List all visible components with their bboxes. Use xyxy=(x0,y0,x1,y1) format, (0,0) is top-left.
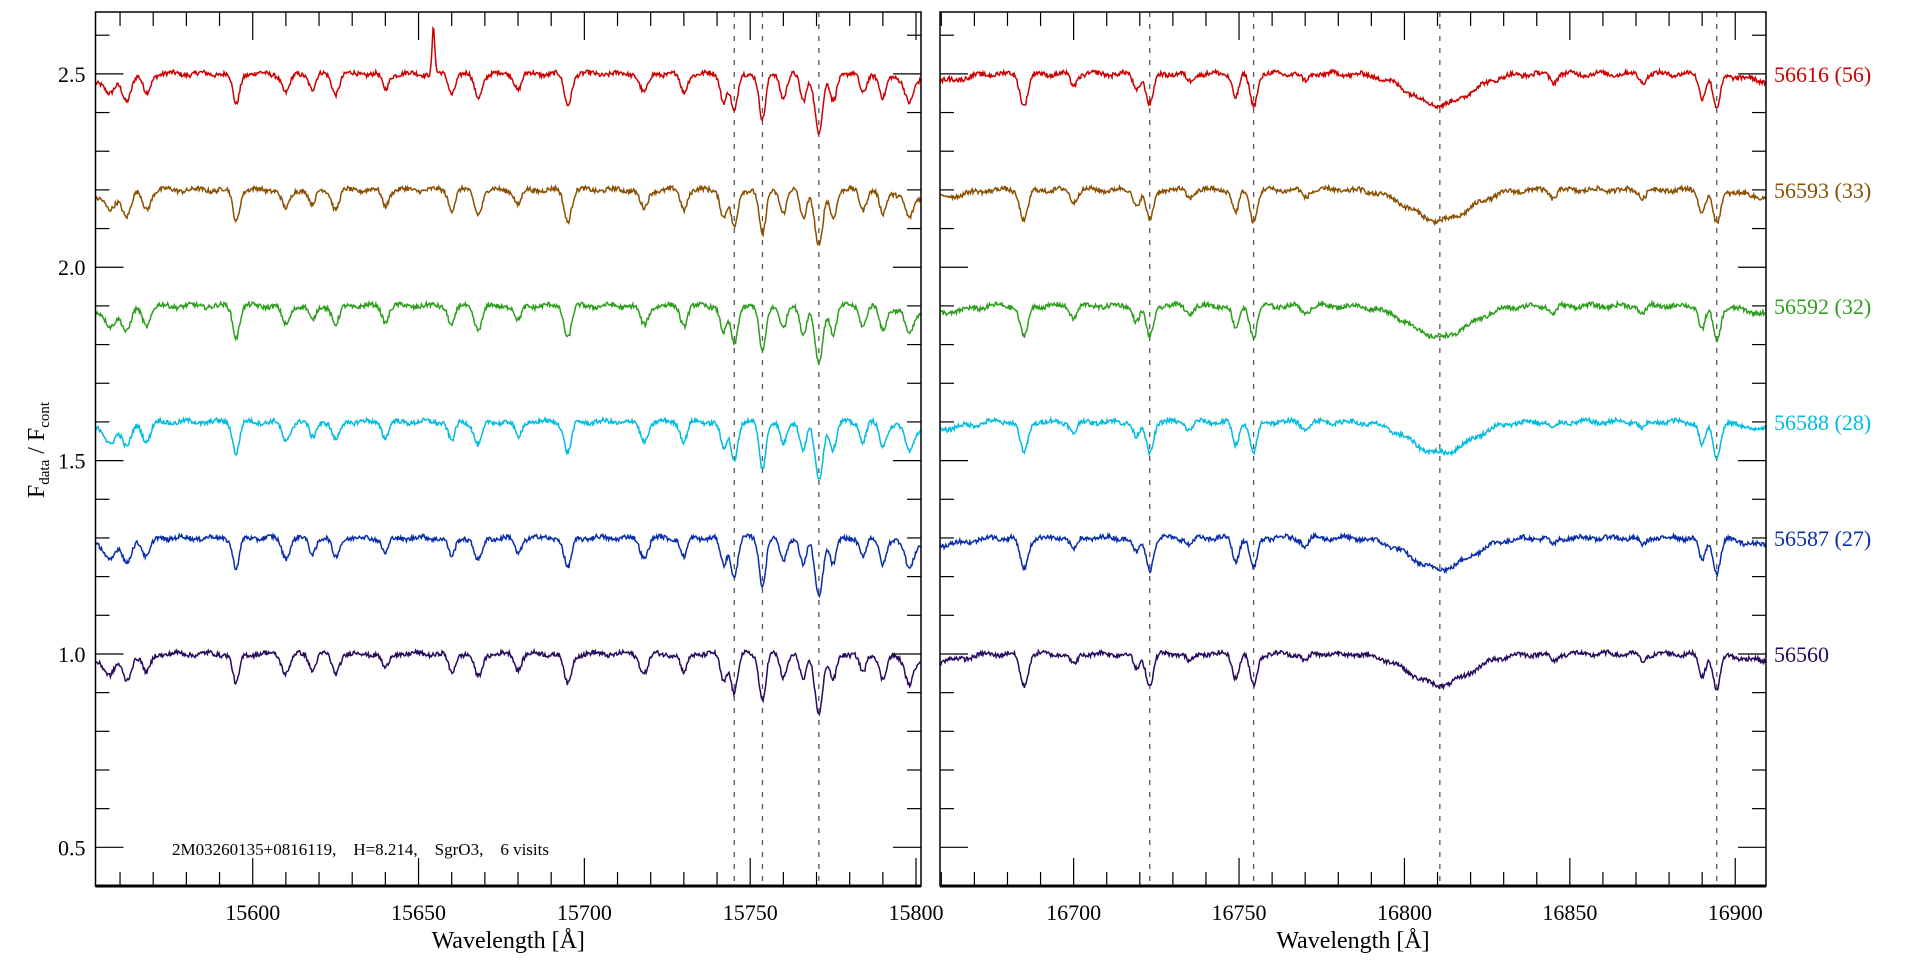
y-tick-label: 1.5 xyxy=(58,449,86,474)
panel-1: 15600 15650 15700 15750 15800 Wavelength [Å] 0… xyxy=(58,11,944,954)
x-tick-label: 16700 xyxy=(1046,900,1101,925)
spectrum-line-56587 xyxy=(95,532,921,599)
x-tick-label: 16850 xyxy=(1542,900,1597,925)
y-tick-label: 2.5 xyxy=(58,62,86,87)
x-axis-label: Wavelength [Å] xyxy=(432,928,585,954)
x-tick-label: 15700 xyxy=(557,900,612,925)
spectrum-line-56592 xyxy=(94,299,922,365)
spectrum-line-56592 xyxy=(939,299,1766,343)
x-tick-label: 15750 xyxy=(723,900,778,925)
y-label-main: F xyxy=(24,485,50,498)
y-label-sep: / F xyxy=(24,428,50,460)
x-axis-label: Wavelength [Å] xyxy=(1276,928,1429,954)
spectrum-line-56616 xyxy=(939,67,1767,110)
panel-2: 56616 (56) 56593 (33) 56592 (32) 56588 (28)… xyxy=(939,11,1871,954)
panel-frame xyxy=(94,11,922,887)
spectrum-line-56616 xyxy=(94,26,922,136)
x-tick-label: 15800 xyxy=(889,900,944,925)
spectrum-line-56593 xyxy=(94,183,922,247)
x-tick-label: 16750 xyxy=(1212,900,1267,925)
x-tick-label: 15650 xyxy=(391,900,446,925)
spectrum-line-56560 xyxy=(94,647,921,717)
spectrum-line-56588 xyxy=(939,415,1767,460)
y-tick-label: 0.5 xyxy=(58,835,86,860)
svg-text:Fdata / Fcont: Fdata / Fcont xyxy=(24,401,53,498)
series-label: 56616 (56) xyxy=(1774,62,1871,87)
x-tick-label: 16900 xyxy=(1708,900,1763,925)
y-tick-label: 2.0 xyxy=(58,255,86,280)
panel-frame xyxy=(939,11,1767,887)
y-axis-label: Fdata / Fcont xyxy=(24,401,53,498)
series-label: 56593 (33) xyxy=(1774,178,1871,203)
x-tick-label: 15600 xyxy=(225,900,280,925)
series-label: 56560 xyxy=(1774,642,1829,667)
spectrum-line-56593 xyxy=(939,183,1767,227)
y-tick-label: 1.0 xyxy=(58,642,86,667)
star-annotation: 2M03260135+0816119, H=8.214, SgrO3, 6 vi… xyxy=(172,840,549,859)
y-label-sub2: cont xyxy=(37,401,53,428)
spectrum-line-56560 xyxy=(939,648,1767,692)
spectrum-line-56587 xyxy=(939,531,1767,577)
x-tick-label: 16800 xyxy=(1377,900,1432,925)
series-label: 56592 (32) xyxy=(1774,294,1871,319)
y-label-sub1: data xyxy=(37,459,53,484)
series-label: 56588 (28) xyxy=(1774,410,1871,435)
series-label: 56587 (27) xyxy=(1774,526,1871,551)
spectrum-line-56588 xyxy=(94,415,922,480)
